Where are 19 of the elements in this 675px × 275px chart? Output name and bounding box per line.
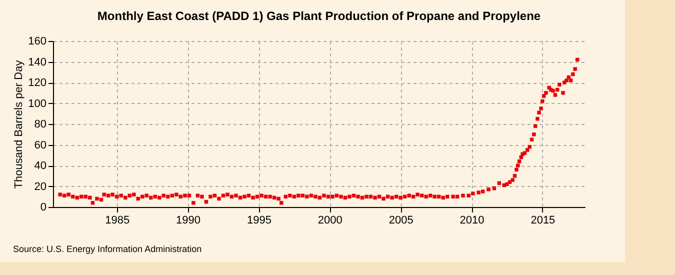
x-tick-label: 2005 — [388, 214, 414, 226]
y-tick-label: 40 — [34, 160, 46, 172]
y-axis-title: Thousand Barrels per Day — [13, 60, 26, 189]
x-tick-label: 1990 — [176, 214, 201, 226]
chart-title: Monthly East Coast (PADD 1) Gas Plant Production of Propane and Propylene — [97, 9, 541, 23]
y-tick-label: 160 — [28, 36, 46, 48]
x-tick-label: 2000 — [318, 214, 342, 226]
y-tick-label: 120 — [28, 77, 46, 89]
y-tick-label: 100 — [28, 98, 46, 110]
y-tick-label: 20 — [34, 180, 46, 193]
source-note: Source: U.S. Energy Information Administration — [13, 244, 202, 254]
x-tick-label: 1985 — [105, 214, 130, 226]
y-tick-label: 0 — [40, 202, 46, 214]
x-tick-label: 1995 — [246, 214, 272, 226]
x-tick-label: 2010 — [460, 214, 484, 226]
y-tick-label: 80 — [34, 118, 46, 130]
x-tick-label: 2015 — [530, 214, 556, 226]
y-tick-label: 140 — [28, 56, 46, 68]
y-tick-label: 60 — [34, 139, 46, 152]
